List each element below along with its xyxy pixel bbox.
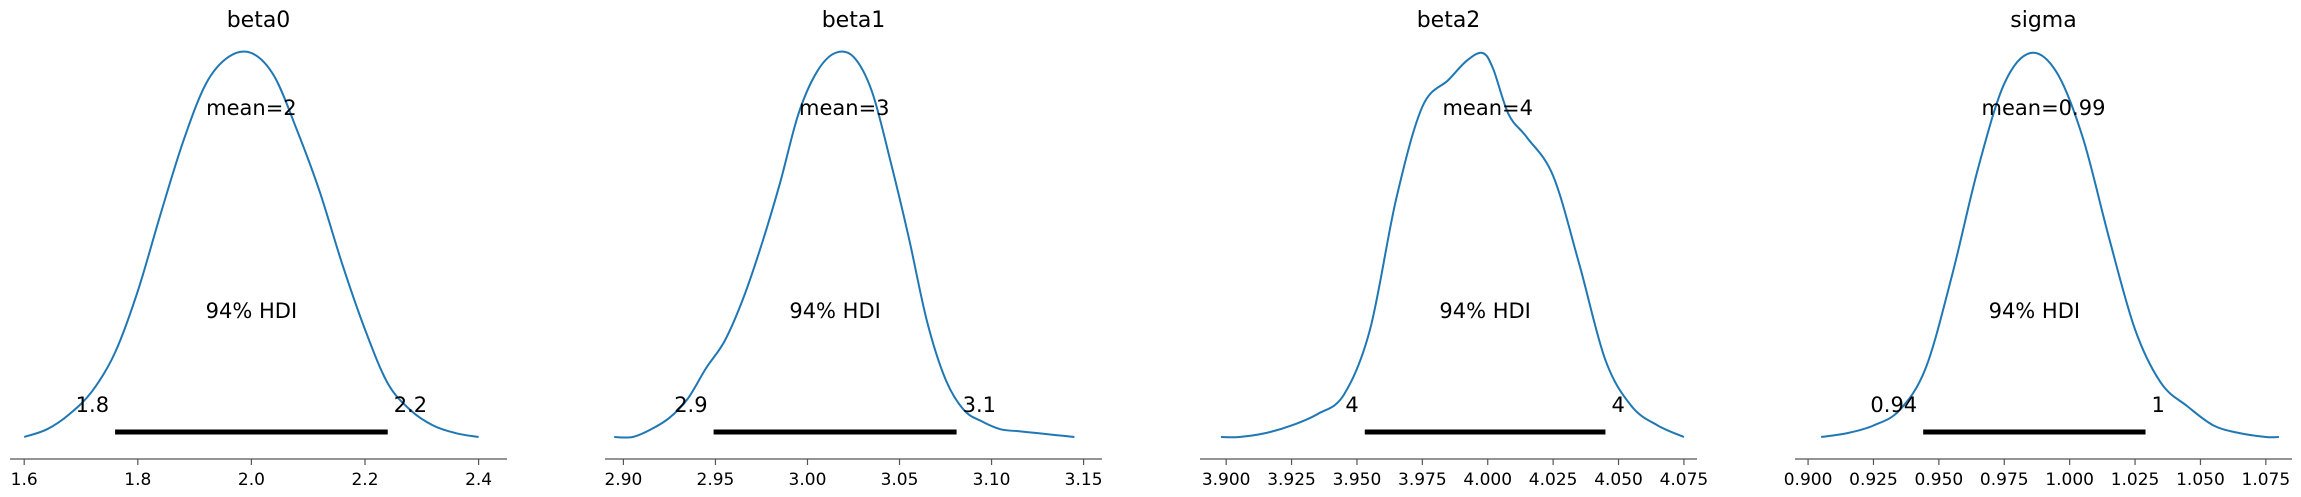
x-tick-label: 2.95 [697,470,735,490]
hdi-label: 94% HDI [789,299,881,323]
mean-label: mean=3 [799,96,890,120]
mean-label: mean=0.99 [1982,96,2106,120]
x-tick-label: 0.950 [1915,470,1964,490]
x-tick-label: 3.925 [1267,470,1316,490]
x-tick-label: 1.025 [2111,470,2160,490]
hdi-label: 94% HDI [1989,299,2081,323]
panel-sigma: sigma mean=0.99 94% HDI 0.94 1 0.900 0.925 0.95… [1784,8,2292,490]
x-tick-label: 1.050 [2176,470,2225,490]
hdi-low-label: 0.94 [1870,393,1917,417]
mean-label: mean=4 [1442,96,1533,120]
panel-title: beta1 [822,8,886,33]
hdi-high-label: 4 [1611,393,1624,417]
x-tick-label: 4.025 [1529,470,1578,490]
x-tick-label: 2.0 [238,470,265,490]
panel-beta2: beta2 mean=4 94% HDI 4 4 3.900 3.925 3.950 3.975… [1200,8,1708,490]
x-tick-label: 3.950 [1333,470,1382,490]
hdi-low-label: 2.9 [674,393,707,417]
panel-title: beta2 [1417,8,1481,33]
x-tick-label: 4.000 [1463,470,1512,490]
x-tick-label: 3.00 [789,470,827,490]
x-tick-label: 2.2 [351,470,378,490]
density-curve [23,50,479,438]
panel-title: beta0 [227,8,291,33]
x-tick-label: 4.050 [1594,470,1643,490]
x-tick-label: 1.075 [2242,470,2291,490]
x-tick-label: 1.000 [2045,470,2094,490]
x-tick-label: 1.6 [11,470,38,490]
x-tick-label: 1.8 [124,470,151,490]
panel-beta0: beta0 mean=2 94% HDI 1.8 2.2 1.6 1.8 2.0 2.2 2.4 [10,8,507,490]
panel-title: sigma [2010,8,2076,33]
x-tick-label: 3.975 [1398,470,1447,490]
x-tick-label: 3.10 [973,470,1011,490]
density-curve [1821,51,2279,439]
x-tick-label: 3.05 [881,470,919,490]
density-curve [1220,51,1685,439]
x-tick-label: 4.075 [1660,470,1709,490]
hdi-label: 94% HDI [1439,299,1531,323]
hdi-high-label: 2.2 [394,393,427,417]
hdi-high-label: 1 [2152,393,2165,417]
mean-label: mean=2 [206,96,297,120]
panel-beta1: beta1 mean=3 94% HDI 2.9 3.1 2.90 2.95 3.00 3.05… [604,8,1102,490]
x-tick-label: 3.900 [1202,470,1251,490]
x-tick-label: 2.4 [465,470,492,490]
x-tick-label: 3.15 [1065,470,1103,490]
hdi-low-label: 4 [1345,393,1358,417]
x-tick-label: 0.925 [1849,470,1898,490]
density-curve [614,50,1075,439]
x-tick-label: 0.975 [1980,470,2029,490]
hdi-low-label: 1.8 [76,393,109,417]
hdi-high-label: 3.1 [963,393,996,417]
x-tick-label: 0.900 [1784,470,1833,490]
hdi-label: 94% HDI [206,299,298,323]
x-tick-label: 2.90 [604,470,642,490]
